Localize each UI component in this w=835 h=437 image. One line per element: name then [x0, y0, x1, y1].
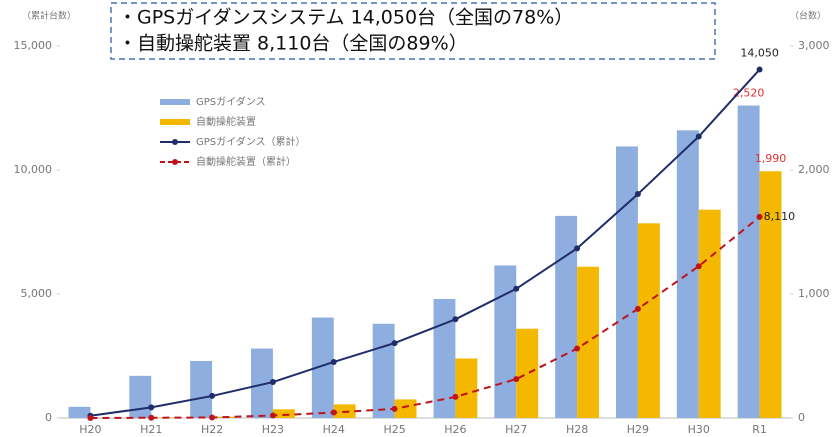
line-point	[513, 285, 520, 292]
line-point	[634, 191, 641, 198]
line-point	[209, 392, 216, 399]
legend-marker	[172, 139, 178, 145]
bar	[251, 348, 273, 418]
x-tick-label: H27	[505, 423, 527, 436]
bar	[311, 317, 334, 418]
line	[90, 216, 761, 419]
bar	[272, 409, 295, 418]
x-tick-label: H30	[688, 423, 710, 436]
y-axis-label: （累計台数）	[22, 10, 76, 22]
line-point	[269, 412, 276, 419]
y-tick-label: 0	[45, 411, 52, 424]
legend-label: 自動操舵装置	[196, 115, 256, 128]
y2-tick-label: 2,000	[798, 163, 830, 176]
line-point	[452, 393, 459, 400]
y2-tick-label: 3,000	[798, 39, 830, 52]
legend-swatch	[160, 119, 190, 125]
bar	[151, 417, 174, 418]
annotation-box	[110, 2, 716, 60]
line-point	[391, 405, 398, 412]
x-tick-label: H26	[444, 423, 466, 436]
x-tick-label: H22	[201, 423, 223, 436]
legend-label: GPSガイダンス（累計）	[196, 135, 306, 148]
line-point	[452, 316, 459, 323]
bar	[494, 265, 517, 418]
line	[90, 68, 761, 417]
bar	[433, 298, 456, 418]
line-point	[148, 404, 155, 411]
line-point	[148, 414, 155, 421]
bar	[759, 171, 782, 418]
y-tick-label: 15,000	[14, 39, 53, 52]
x-tick-label: H21	[140, 423, 162, 436]
x-tick-label: H25	[383, 423, 405, 436]
x-tick-label: H20	[79, 423, 101, 436]
line-point	[756, 213, 763, 220]
line-point	[209, 414, 216, 421]
bar	[516, 328, 539, 418]
bar	[737, 105, 760, 419]
line-point	[695, 263, 702, 270]
line-point	[574, 345, 581, 352]
bar	[698, 209, 721, 418]
x-tick-label: H23	[262, 423, 284, 436]
y2-axis-label: （台数）	[790, 10, 826, 22]
bar	[637, 223, 660, 418]
x-tick-label: R1	[752, 423, 767, 436]
line-point	[330, 409, 337, 416]
line-point	[87, 415, 94, 421]
line-point	[574, 245, 581, 252]
y2-tick-label: 1,000	[798, 287, 830, 300]
line-point	[634, 305, 641, 312]
bar	[555, 215, 578, 418]
legend-marker	[172, 159, 178, 165]
bar	[68, 406, 91, 418]
annotation: ・GPSガイダンスシステム 14,050台（全国の78%）	[118, 7, 573, 29]
bar	[676, 130, 699, 418]
bar	[455, 358, 478, 418]
x-tick-label: H24	[323, 423, 345, 436]
bar	[372, 323, 395, 418]
y2-tick-label: 0	[798, 411, 805, 424]
line-point	[695, 133, 702, 140]
annotation: ・自動操舵装置 8,110台（全国の89%）	[118, 33, 468, 55]
legend-swatch	[160, 99, 190, 105]
data-label: 1,990	[755, 152, 787, 165]
bar	[190, 360, 213, 418]
data-label: 8,110	[764, 210, 796, 223]
y-tick-label: 5,000	[21, 287, 53, 300]
data-label: 14,050	[740, 47, 779, 60]
bar	[616, 146, 638, 418]
y-tick-label: 10,000	[14, 163, 53, 176]
bar	[394, 399, 417, 418]
bar	[129, 375, 152, 418]
x-tick-label: H29	[627, 423, 649, 436]
legend-label: 自動操舵装置（累計）	[196, 155, 296, 168]
x-tick-label: H28	[566, 423, 588, 436]
line-point	[513, 376, 520, 383]
line-point	[269, 379, 276, 386]
line-point	[756, 66, 763, 73]
line-point	[330, 358, 337, 365]
legend-label: GPSガイダンス	[196, 95, 266, 108]
line-point	[391, 340, 398, 347]
